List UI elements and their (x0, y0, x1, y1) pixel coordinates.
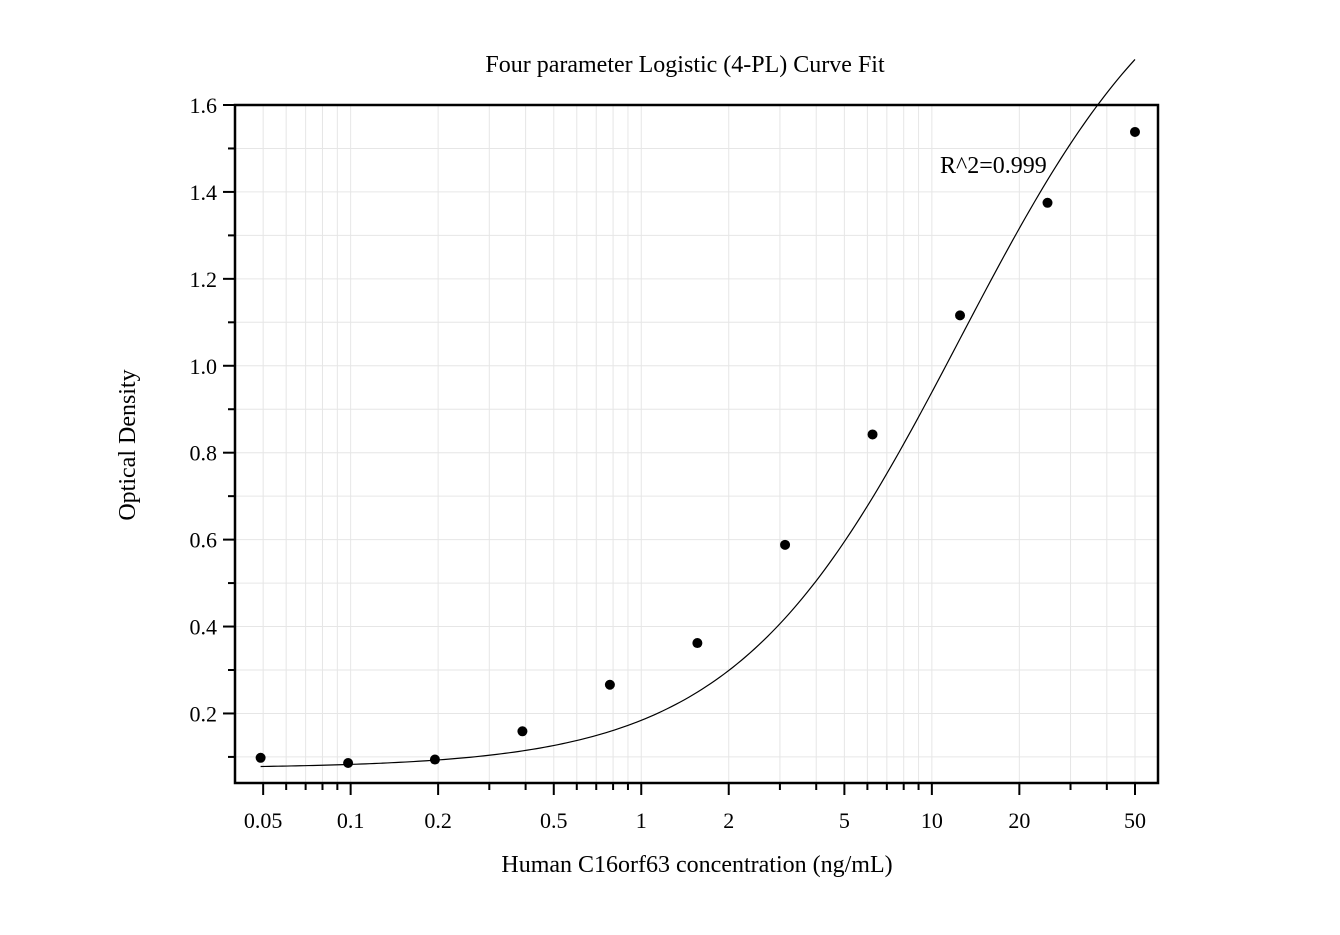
x-tick-label: 0.5 (540, 808, 568, 833)
data-point (692, 638, 703, 649)
y-tick-label: 0.8 (190, 441, 218, 466)
y-tick-labels: 0.2 0.4 0.6 0.8 1.0 1.2 1.4 1.6 (190, 93, 218, 726)
x-tick-label: 20 (1008, 808, 1030, 833)
axis-ticks (223, 104, 1136, 795)
x-tick-label: 0.05 (244, 808, 283, 833)
x-tick-label: 5 (839, 808, 850, 833)
fit-curve (260, 59, 1136, 768)
data-point (429, 754, 440, 765)
plot-area-frame (233, 103, 1160, 785)
x-tick-labels: 0.05 0.1 0.2 0.5 1 2 5 10 20 50 (244, 808, 1146, 833)
data-points (255, 126, 1140, 769)
y-tick-label: 1.4 (190, 180, 218, 205)
y-tick-label: 1.2 (190, 267, 218, 292)
y-tick-label: 0.4 (190, 615, 218, 640)
x-tick-label: 0.2 (424, 808, 452, 833)
data-point (955, 310, 966, 321)
x-tick-label: 10 (921, 808, 943, 833)
data-point (255, 752, 266, 763)
x-axis-label: Human C16orf63 concentration (ng/mL) (501, 852, 892, 878)
y-tick-label: 0.2 (190, 701, 218, 726)
r-squared-annotation: R^2=0.999 (940, 153, 1047, 179)
x-tick-label: 0.1 (337, 808, 365, 833)
data-point (1129, 126, 1140, 137)
y-tick-label: 1.6 (190, 93, 218, 118)
y-tick-label: 0.6 (190, 528, 218, 553)
data-point (780, 539, 791, 550)
y-axis-label: Optical Density (115, 369, 141, 520)
data-point (1042, 197, 1053, 208)
data-point (517, 726, 528, 737)
data-point (343, 758, 354, 769)
x-tick-label: 1 (636, 808, 647, 833)
data-point (604, 679, 615, 690)
grid (235, 105, 1158, 783)
y-tick-label: 1.0 (190, 354, 218, 379)
data-point (867, 429, 878, 440)
x-tick-label: 2 (723, 808, 734, 833)
chart-title: Four parameter Logistic (4-PL) Curve Fit (485, 52, 885, 78)
x-tick-label: 50 (1124, 808, 1146, 833)
